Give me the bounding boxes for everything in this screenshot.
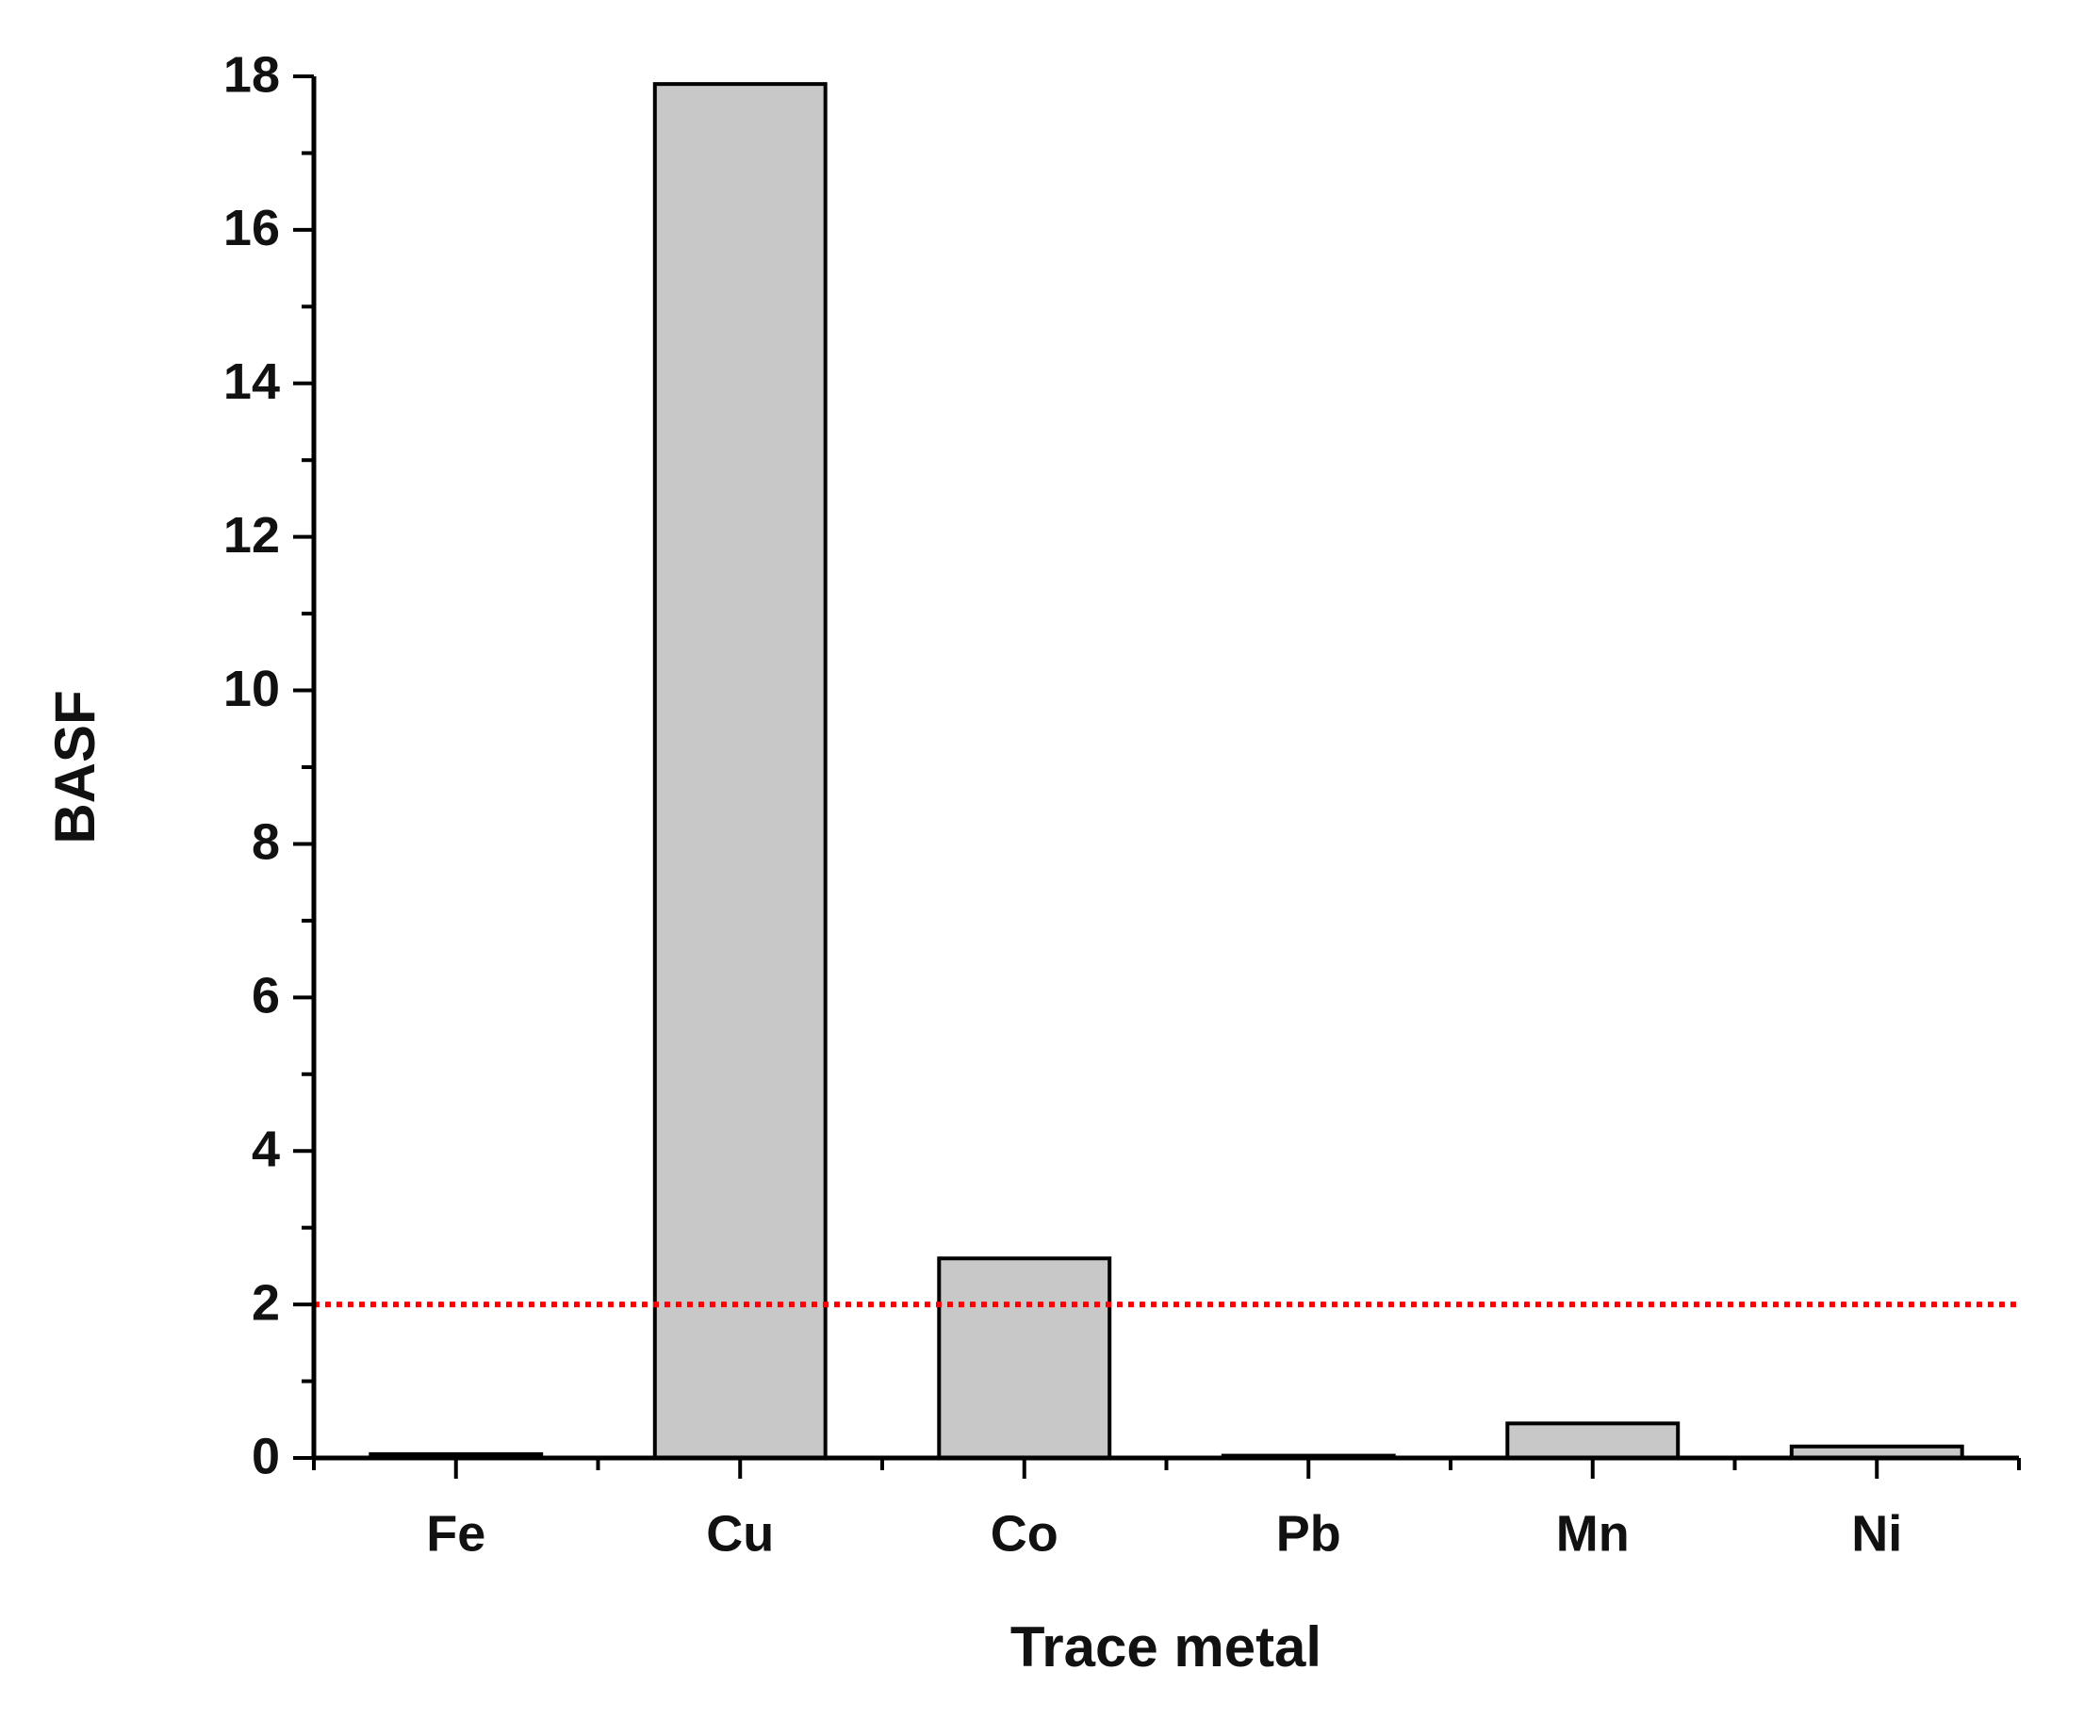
y-tick-label: 2 [252,1274,280,1331]
x-tick-label: Pb [1276,1505,1341,1562]
bar [652,82,828,1461]
x-tick-label: Cu [706,1505,774,1562]
y-tick-label: 0 [252,1428,280,1484]
x-tick-label: Co [991,1505,1058,1562]
y-tick-label: 18 [223,46,280,103]
y-tick-label: 6 [252,968,280,1024]
bar [1505,1421,1681,1460]
y-tick-label: 16 [223,200,280,256]
x-tick-label: Fe [426,1505,485,1562]
x-tick-label: Mn [1556,1505,1630,1562]
bar [937,1256,1112,1460]
y-tick-label: 14 [223,353,280,410]
y-tick-label: 8 [252,814,280,871]
x-axis-title: Trace metal [1010,1615,1321,1679]
y-tick-label: 4 [252,1121,280,1177]
y-tick-label: 12 [223,507,280,564]
y-axis-title: BASF [43,690,107,843]
y-tick-label: 10 [223,661,280,717]
x-tick-label: Ni [1851,1505,1902,1562]
